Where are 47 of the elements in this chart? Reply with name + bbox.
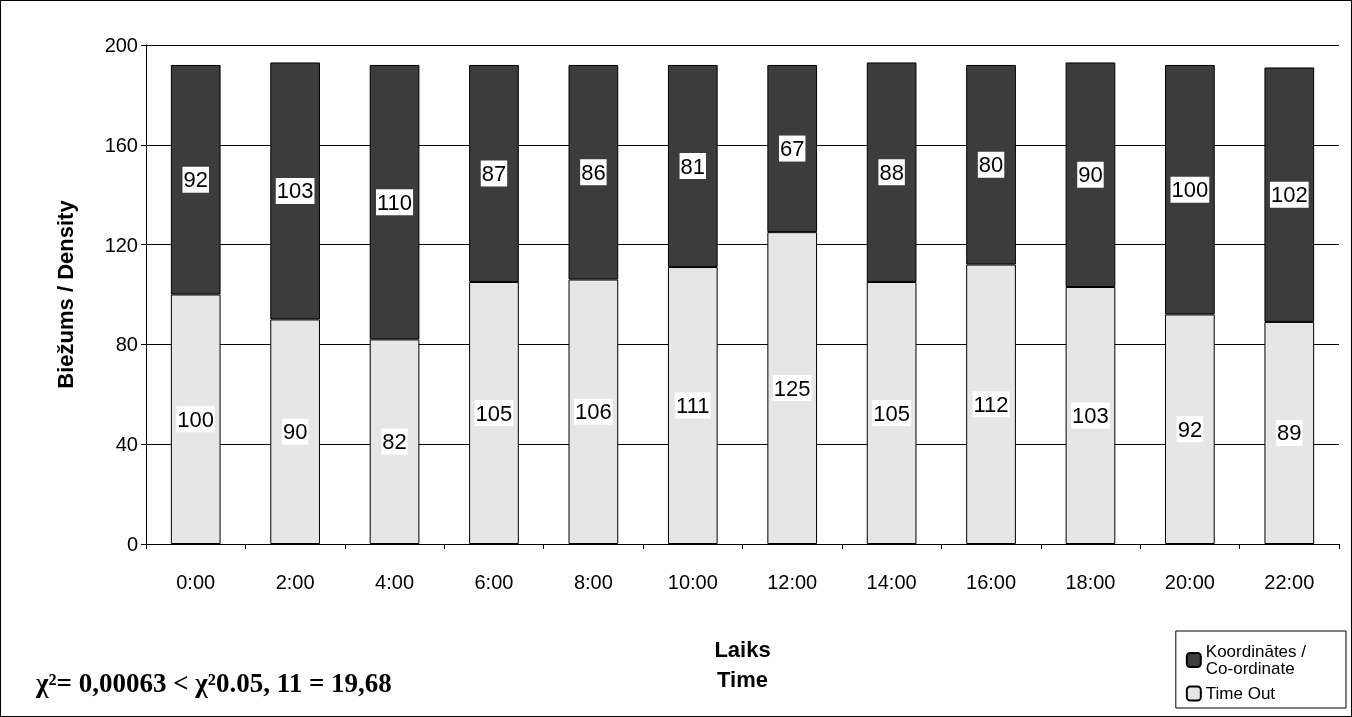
x-axis-title: Laiks Time — [714, 636, 771, 692]
data-label: 90 — [1078, 162, 1103, 188]
data-label: 103 — [276, 178, 314, 204]
legend-label: Koordinātes /Co-ordinate — [1205, 642, 1307, 678]
x-tick-label: 18:00 — [1065, 571, 1116, 593]
data-label: 89 — [1277, 420, 1302, 446]
text: χ²= 0,00063 < χ²0.05, 11 = 19,68 — [35, 667, 392, 698]
data-label: 102 — [1270, 182, 1308, 208]
data-label: 100 — [1171, 177, 1209, 203]
y-tick-label: 160 — [104, 133, 138, 156]
data-label: 105 — [475, 400, 513, 426]
legend-label: Time Out — [1205, 684, 1276, 703]
x-tick-label: 0:00 — [176, 571, 216, 593]
data-label: 82 — [382, 429, 407, 455]
y-tick-label: 120 — [104, 233, 138, 256]
x-tick-label: 22:00 — [1264, 571, 1315, 593]
y-axis-title: Biežums / Density — [52, 199, 78, 389]
y-tick-label: 80 — [115, 333, 138, 356]
data-label: 87 — [481, 160, 507, 186]
y-tick-label: 40 — [115, 433, 138, 456]
y-tick-label: 200 — [104, 34, 138, 56]
data-label: 105 — [873, 400, 910, 426]
data-label: 112 — [973, 391, 1009, 417]
data-label: 80 — [978, 152, 1004, 178]
data-label: 92 — [1177, 416, 1203, 442]
data-label: 67 — [779, 136, 805, 162]
x-tick-label: 20:00 — [1164, 571, 1215, 593]
data-label: 103 — [1072, 403, 1109, 429]
data-label: 111 — [676, 393, 710, 419]
x-tick-label: 2:00 — [275, 571, 315, 593]
data-label: 92 — [183, 167, 208, 193]
data-label: 110 — [377, 189, 413, 215]
x-tick-label: 4:00 — [375, 571, 415, 593]
x-tick-label: 14:00 — [866, 571, 917, 593]
x-tick-label: 6:00 — [474, 571, 514, 593]
x-tick-label: 12:00 — [767, 571, 818, 593]
data-label: 106 — [575, 399, 612, 425]
x-tick-label: 10:00 — [667, 571, 718, 593]
data-label: 86 — [581, 159, 606, 185]
data-label: 88 — [879, 159, 904, 185]
data-label: 90 — [282, 419, 308, 445]
data-label: 100 — [177, 406, 215, 432]
x-tick-label: 16:00 — [966, 571, 1017, 593]
x-tick-label: 8:00 — [573, 571, 613, 593]
y-tick-label: 0 — [126, 533, 138, 555]
data-label: 81 — [680, 153, 706, 179]
data-label: 125 — [773, 375, 811, 401]
